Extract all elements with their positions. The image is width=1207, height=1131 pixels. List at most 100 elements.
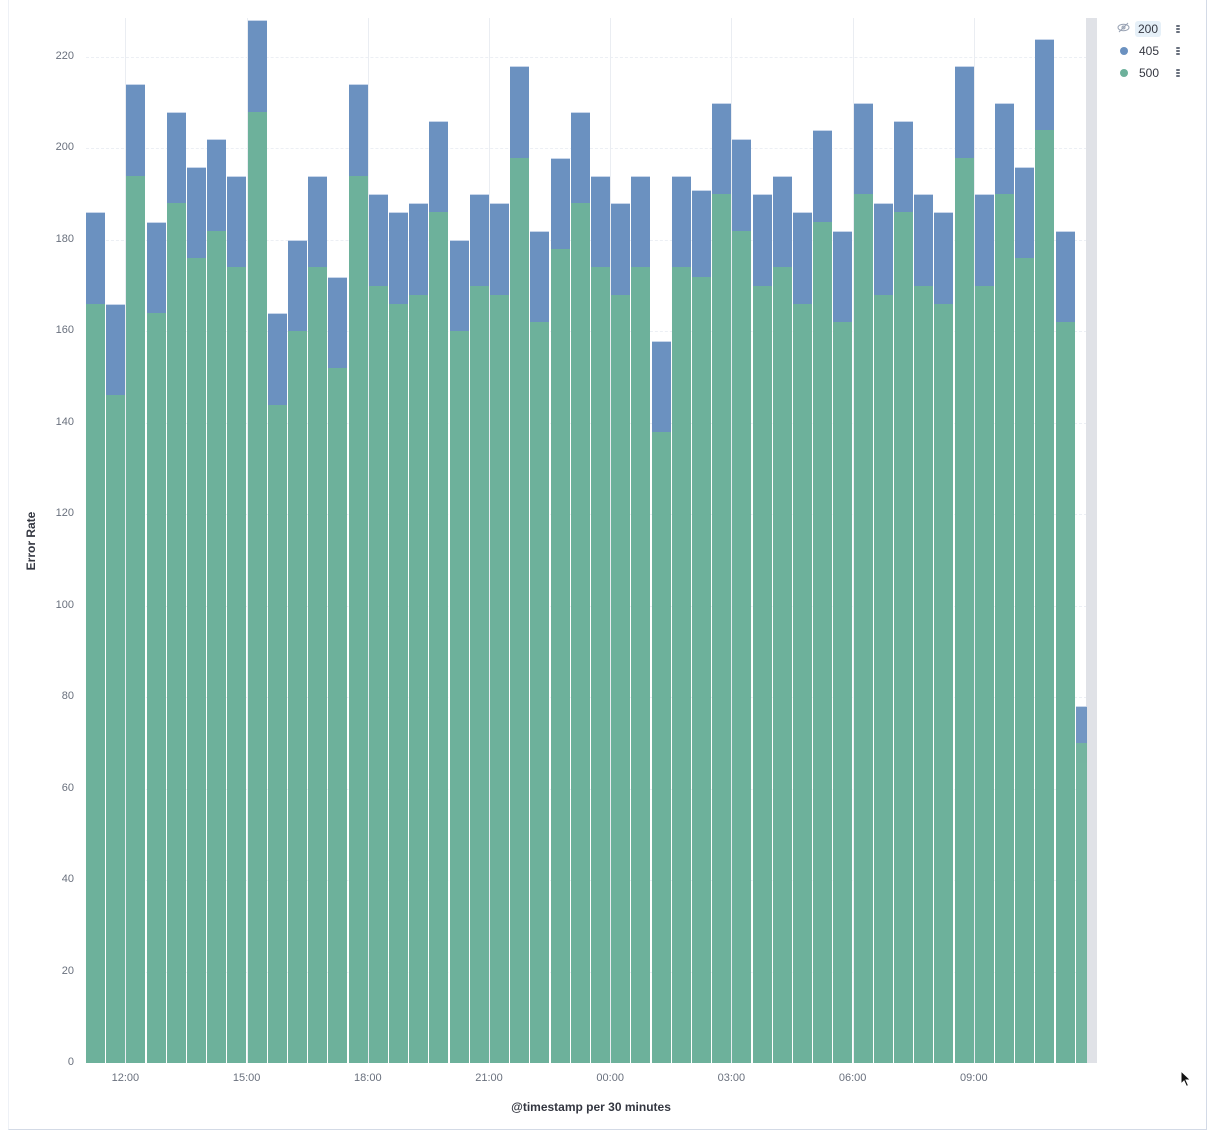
- bar[interactable]: [772, 175, 792, 1063]
- bar[interactable]: [449, 239, 469, 1063]
- bar[interactable]: [288, 239, 307, 1063]
- bar-segment-405: [308, 175, 328, 268]
- bar[interactable]: [308, 175, 328, 1063]
- legend-label: 405: [1139, 44, 1160, 58]
- bar[interactable]: [207, 139, 227, 1063]
- y-tick-label: 100: [55, 598, 74, 611]
- bar[interactable]: [591, 175, 610, 1063]
- y-tick-label: 40: [61, 873, 74, 886]
- bar-segment-405: [1075, 706, 1087, 743]
- bar-segment-500: [490, 294, 509, 1063]
- bars-layer: [86, 18, 1097, 1063]
- bar[interactable]: [409, 203, 429, 1063]
- bar[interactable]: [995, 102, 1014, 1063]
- legend-actions-icon[interactable]: [1176, 47, 1181, 55]
- bar-segment-500: [348, 175, 368, 1063]
- bar-segment-500: [166, 203, 186, 1063]
- bar[interactable]: [974, 194, 994, 1063]
- bar-segment-500: [1055, 322, 1075, 1063]
- bar-segment-405: [1035, 38, 1055, 131]
- gridline: [610, 18, 612, 1063]
- bar[interactable]: [267, 313, 287, 1063]
- bar[interactable]: [651, 340, 671, 1063]
- bar[interactable]: [853, 102, 873, 1063]
- bar[interactable]: [550, 157, 570, 1063]
- bar-segment-500: [570, 203, 590, 1063]
- bar-segment-405: [510, 66, 530, 158]
- bar[interactable]: [954, 66, 974, 1063]
- legend-item-500[interactable]: 500: [1114, 62, 1194, 84]
- bar-segment-500: [86, 303, 105, 1063]
- bar[interactable]: [873, 203, 893, 1063]
- series-color-dot[interactable]: [1120, 47, 1128, 55]
- bar[interactable]: [490, 203, 509, 1063]
- bar-segment-405: [207, 139, 227, 231]
- bar[interactable]: [752, 194, 772, 1063]
- gridline: [731, 18, 733, 1063]
- bar-segment-500: [631, 267, 651, 1063]
- bar-segment-405: [914, 194, 934, 286]
- bar-segment-405: [409, 203, 429, 295]
- bar-segment-500: [671, 267, 691, 1063]
- legend-actions-icon[interactable]: [1176, 69, 1181, 77]
- bar[interactable]: [328, 276, 348, 1063]
- bar[interactable]: [894, 121, 913, 1063]
- legend-item-405[interactable]: 405: [1114, 40, 1194, 62]
- gridline: [367, 18, 369, 1063]
- bar[interactable]: [1015, 166, 1035, 1063]
- bar[interactable]: [934, 212, 954, 1063]
- bar-segment-500: [106, 395, 126, 1063]
- bar-segment-500: [995, 194, 1014, 1063]
- series-color-dot[interactable]: [1120, 69, 1128, 77]
- x-tick-label: 03:00: [717, 1072, 746, 1084]
- bar[interactable]: [611, 203, 631, 1063]
- legend-item-200[interactable]: 200: [1114, 18, 1194, 40]
- bar[interactable]: [671, 175, 691, 1063]
- bar-segment-405: [530, 230, 550, 323]
- bar-segment-500: [712, 194, 732, 1063]
- bar[interactable]: [833, 230, 853, 1063]
- bar-segment-405: [288, 239, 307, 332]
- bar[interactable]: [1035, 38, 1055, 1063]
- bar[interactable]: [1055, 230, 1075, 1063]
- bar-segment-405: [813, 130, 833, 222]
- bar[interactable]: [793, 212, 812, 1063]
- bar[interactable]: [813, 130, 833, 1063]
- bar[interactable]: [146, 221, 166, 1063]
- bar[interactable]: [227, 175, 247, 1063]
- bar-segment-405: [449, 239, 469, 332]
- bar-segment-500: [873, 294, 893, 1063]
- bar[interactable]: [126, 84, 146, 1063]
- bar[interactable]: [510, 66, 530, 1063]
- bar-segment-405: [995, 102, 1014, 195]
- bar[interactable]: [389, 212, 408, 1063]
- legend-actions-icon[interactable]: [1176, 25, 1181, 33]
- x-tick-label: 12:00: [111, 1072, 140, 1084]
- bar[interactable]: [348, 84, 368, 1063]
- bar[interactable]: [914, 194, 934, 1063]
- bar[interactable]: [86, 212, 105, 1063]
- bar[interactable]: [692, 189, 711, 1063]
- bar[interactable]: [166, 111, 186, 1063]
- bar-segment-405: [712, 102, 732, 195]
- bar[interactable]: [187, 166, 206, 1063]
- bar-segment-500: [126, 175, 146, 1063]
- bar[interactable]: [247, 20, 267, 1063]
- bar[interactable]: [530, 230, 550, 1063]
- y-tick-label: 0: [67, 1056, 74, 1068]
- bar[interactable]: [429, 121, 449, 1063]
- bar[interactable]: [631, 175, 651, 1063]
- bar[interactable]: [368, 194, 388, 1063]
- bar-segment-500: [732, 230, 752, 1063]
- y-tick-label: 120: [55, 507, 74, 520]
- bar[interactable]: [570, 111, 590, 1063]
- bar-segment-405: [631, 175, 651, 268]
- bar[interactable]: [106, 303, 126, 1063]
- bar[interactable]: [712, 102, 732, 1063]
- bar-segment-405: [348, 84, 368, 176]
- y-tick-label: 80: [61, 690, 74, 703]
- bar[interactable]: [469, 194, 489, 1063]
- bar[interactable]: [1075, 706, 1087, 1063]
- bar-segment-500: [227, 267, 247, 1063]
- bar[interactable]: [732, 139, 752, 1063]
